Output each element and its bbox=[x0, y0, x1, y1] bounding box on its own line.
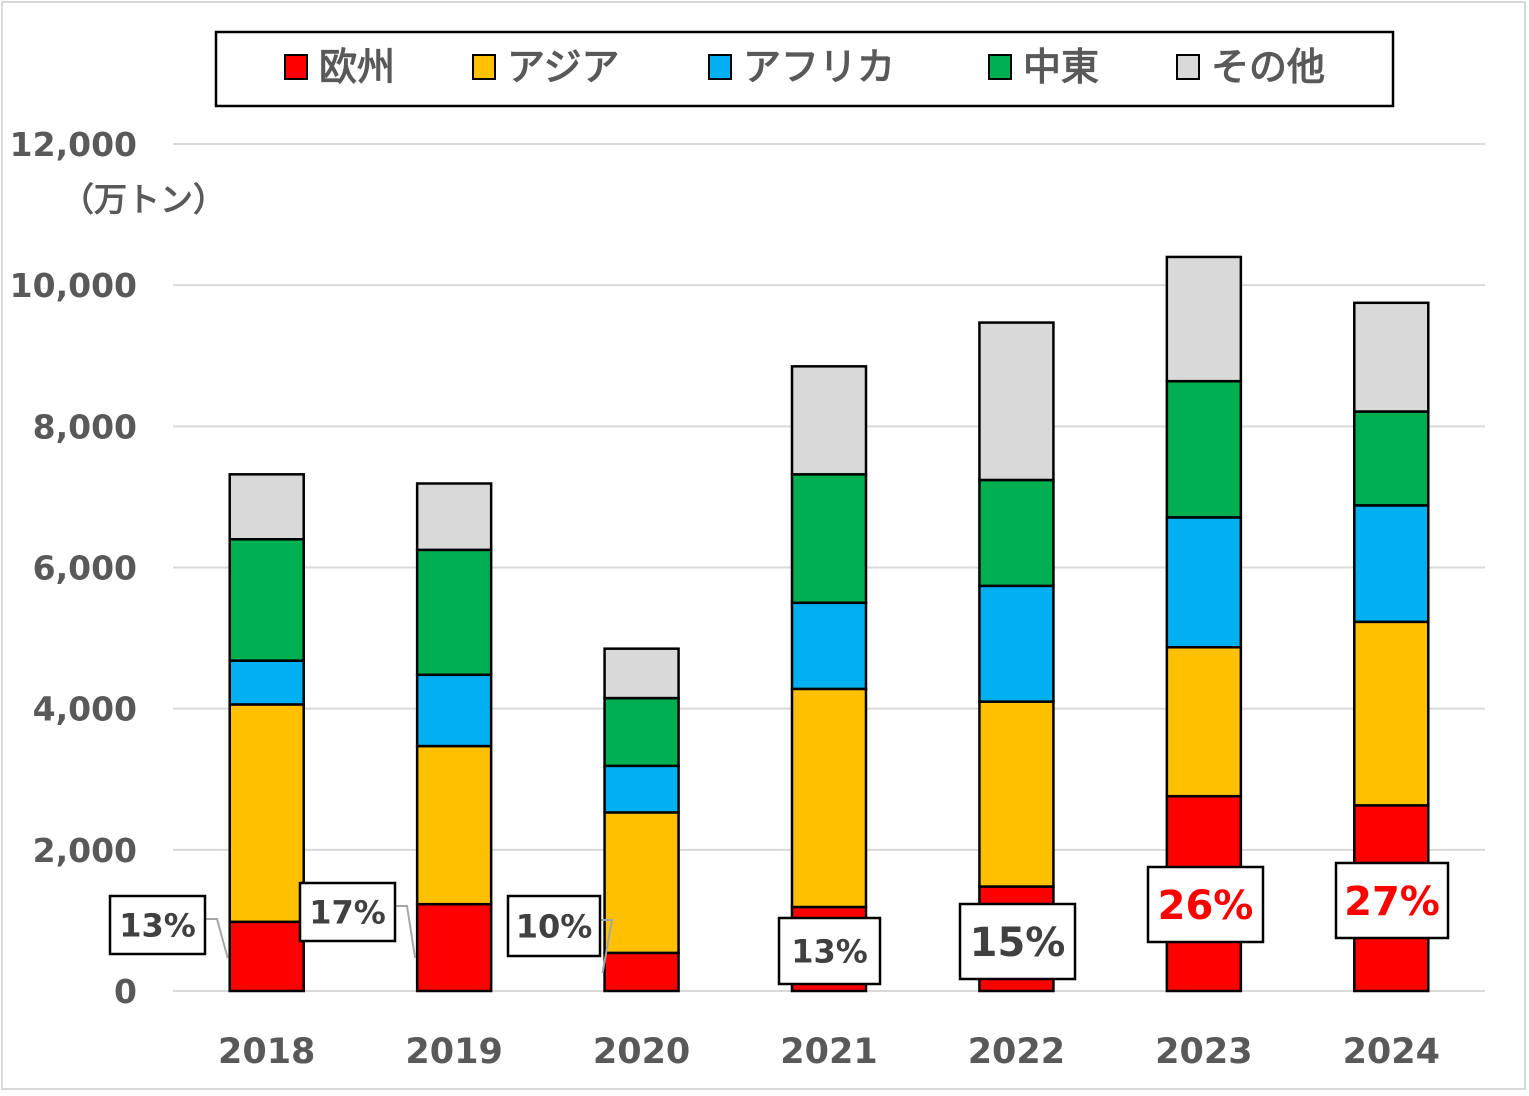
y-tick-label: 4,000 bbox=[33, 690, 137, 729]
bar-segment bbox=[978, 700, 1055, 888]
leader-line bbox=[395, 905, 417, 959]
bar-segment bbox=[603, 647, 680, 700]
bar-segment bbox=[1165, 646, 1243, 798]
data-label-box bbox=[777, 916, 882, 986]
bar-segment bbox=[228, 703, 305, 924]
bar-segment bbox=[415, 482, 493, 552]
x-axis-labels: 2018 2019 2020 2021 2022 2023 2024 bbox=[218, 1032, 1440, 1072]
data-label-box bbox=[298, 881, 397, 943]
data-label-box bbox=[1334, 861, 1450, 940]
data-label-box bbox=[958, 902, 1077, 981]
bar-segment bbox=[415, 673, 493, 748]
y-axis-unit-label: （万トン） bbox=[61, 180, 226, 219]
x-tick-label: 2018 bbox=[218, 1032, 315, 1072]
bar-segment bbox=[1353, 620, 1430, 807]
leader-line bbox=[205, 918, 229, 959]
bar-segment bbox=[1353, 410, 1430, 507]
bar-segment bbox=[978, 478, 1055, 588]
bar-segment bbox=[415, 548, 493, 677]
data-label-box bbox=[506, 894, 602, 958]
legend-swatch bbox=[472, 54, 496, 80]
bar-segment bbox=[790, 601, 868, 691]
bar-segment bbox=[978, 321, 1055, 482]
bar-segment bbox=[1353, 301, 1430, 413]
leader-line bbox=[600, 919, 614, 974]
data-label: 13% bbox=[791, 933, 868, 971]
bar-segment bbox=[228, 538, 305, 662]
bar-segment bbox=[415, 902, 493, 993]
y-tick-label: 2,000 bbox=[33, 831, 137, 870]
data-label-box bbox=[1146, 865, 1265, 944]
data-labels: 13% 17% 10% 13% 15% 26% 27% bbox=[108, 861, 1450, 986]
legend-label: 中東 bbox=[1023, 45, 1099, 89]
data-label: 27% bbox=[1344, 879, 1440, 925]
bar-segment bbox=[228, 920, 305, 993]
x-tick-label: 2019 bbox=[405, 1032, 502, 1072]
legend-label: アフリカ bbox=[743, 45, 895, 89]
bar-segment bbox=[228, 659, 305, 706]
legend-label: アジア bbox=[507, 45, 619, 89]
bar-segment bbox=[1165, 516, 1243, 649]
bar-segment bbox=[1165, 379, 1243, 519]
legend-swatch bbox=[988, 54, 1012, 80]
bar-segment bbox=[790, 473, 868, 605]
data-label: 13% bbox=[119, 907, 196, 945]
bar-segment bbox=[415, 744, 493, 906]
x-tick-label: 2024 bbox=[1343, 1032, 1440, 1072]
y-tick-label: 12,000 bbox=[10, 125, 137, 164]
legend-swatch bbox=[1176, 54, 1200, 80]
data-label: 10% bbox=[516, 908, 593, 946]
legend-label: 欧州 bbox=[319, 45, 395, 89]
bar-segment bbox=[228, 473, 305, 541]
legend-swatch bbox=[708, 54, 732, 80]
y-tick-label: 10,000 bbox=[10, 266, 137, 305]
y-axis-ticks: 0 2,000 4,000 6,000 8,000 10,000 12,000 bbox=[10, 125, 137, 1011]
data-label: 15% bbox=[970, 920, 1066, 966]
data-label: 17% bbox=[309, 894, 386, 932]
x-tick-label: 2022 bbox=[968, 1032, 1065, 1072]
x-tick-label: 2021 bbox=[780, 1032, 877, 1072]
legend: 欧州 アジア アフリカ 中東 その他 bbox=[214, 30, 1395, 108]
bar-segment bbox=[790, 687, 868, 909]
bar-segment bbox=[1353, 504, 1430, 624]
legend-swatch bbox=[284, 54, 308, 80]
label-leader-lines bbox=[205, 905, 614, 974]
y-tick-label: 0 bbox=[114, 972, 137, 1011]
bar-segment bbox=[603, 764, 680, 814]
bar-segment bbox=[603, 811, 680, 955]
bar-segment bbox=[603, 951, 680, 993]
data-label: 26% bbox=[1158, 883, 1254, 929]
bar-segment bbox=[1165, 255, 1243, 383]
data-label-box bbox=[108, 894, 207, 956]
bar-segment bbox=[790, 365, 868, 476]
y-tick-label: 8,000 bbox=[33, 407, 137, 446]
x-tick-label: 2020 bbox=[593, 1032, 690, 1072]
legend-label: その他 bbox=[1211, 45, 1325, 89]
bar-segment bbox=[603, 696, 680, 768]
bar-segment bbox=[978, 584, 1055, 703]
y-tick-label: 6,000 bbox=[33, 549, 137, 588]
x-tick-label: 2023 bbox=[1155, 1032, 1252, 1072]
